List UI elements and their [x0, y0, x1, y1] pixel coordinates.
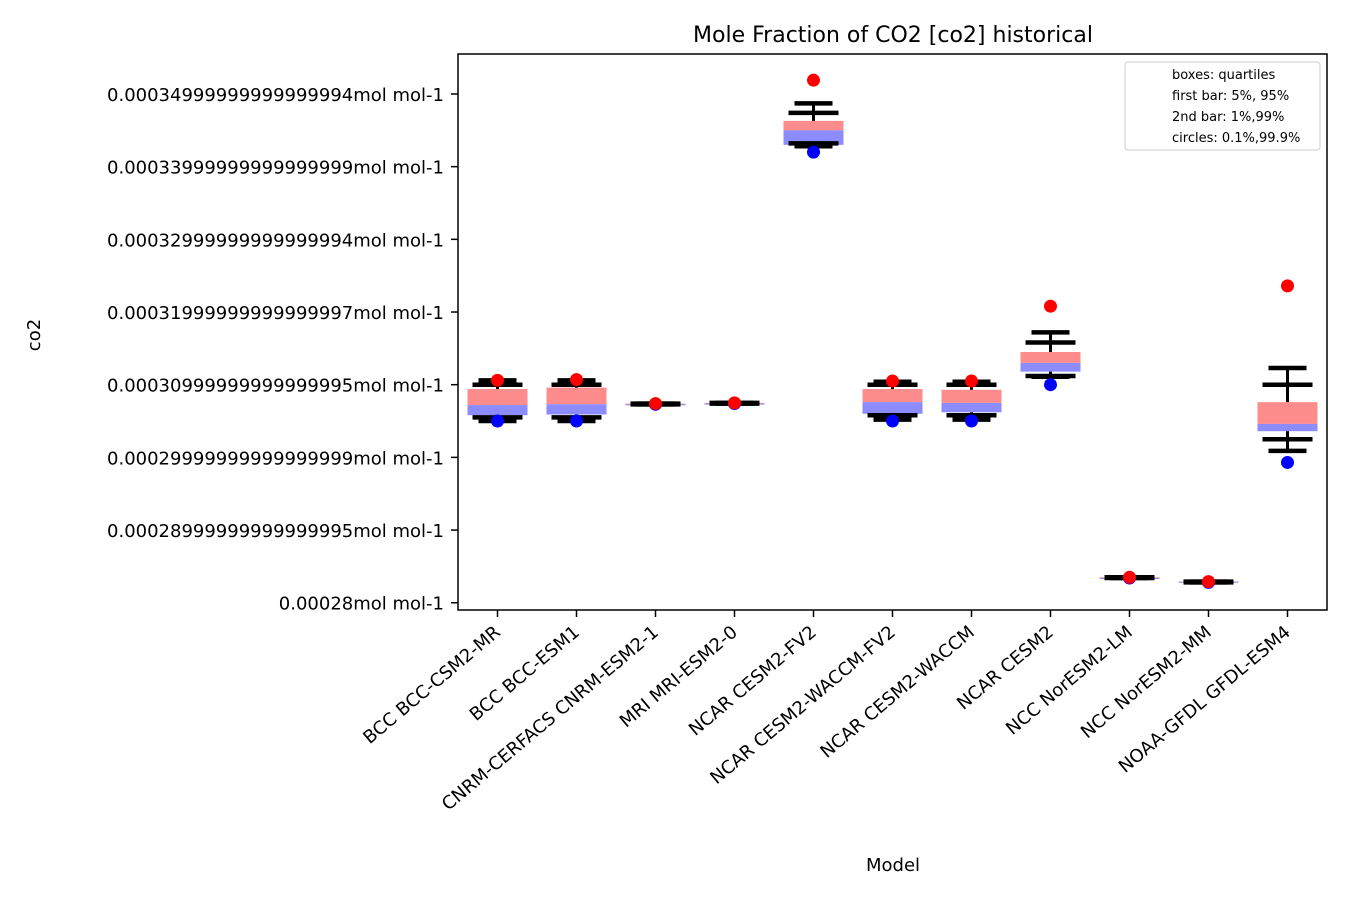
y-tick-label: 0.00034999999999999994mol mol-1 — [107, 85, 444, 106]
y-tick-label: 0.00032999999999999994mol mol-1 — [107, 230, 444, 251]
y-tick-label: 0.00028mol mol-1 — [279, 594, 444, 615]
y-tick-label: 0.00033999999999999999mol mol-1 — [107, 158, 444, 179]
y-tick-label: 0.00030999999999999995mol mol-1 — [107, 376, 444, 397]
box-upper-half — [1257, 402, 1318, 424]
plot-frame — [457, 53, 1328, 611]
circle-99-9 — [1281, 279, 1294, 293]
circle-0-1 — [965, 414, 978, 428]
circle-0-1 — [1044, 378, 1057, 392]
legend: boxes: quartiles first bar: 5%, 95% 2nd … — [1124, 61, 1321, 151]
box-upper-half — [1020, 351, 1081, 363]
circle-99-9 — [491, 373, 504, 387]
legend-entry: 2nd bar: 1%,99% — [1172, 110, 1284, 125]
legend-entry: boxes: quartiles — [1172, 68, 1276, 83]
circle-99-9 — [965, 374, 978, 388]
circle-0-1 — [570, 414, 583, 428]
legend-entry: first bar: 5%, 95% — [1172, 89, 1289, 104]
box-lower-half — [1020, 362, 1081, 372]
box-upper-half — [546, 387, 607, 405]
circle-0-1 — [886, 414, 899, 428]
circle-0-1 — [807, 145, 820, 159]
circle-99-9 — [1044, 299, 1057, 313]
box-upper-half — [862, 389, 923, 403]
circle-99-9 — [807, 73, 820, 87]
box-upper-half — [783, 120, 844, 131]
y-tick-label: 0.00031999999999999997mol mol-1 — [107, 303, 444, 324]
legend-entry: circles: 0.1%,99.9% — [1172, 131, 1300, 146]
box-upper-half — [941, 389, 1002, 403]
box-lower-half — [862, 402, 923, 414]
box-lower-half — [1257, 423, 1318, 432]
chart-title: Mole Fraction of CO2 [co2] historical — [693, 23, 1093, 48]
circle-0-1 — [491, 414, 504, 428]
circle-99-9 — [649, 397, 662, 411]
circle-99-9 — [1123, 570, 1136, 584]
box-lower-half — [941, 402, 1002, 413]
box-upper-half — [467, 389, 528, 406]
circle-99-9 — [886, 374, 899, 388]
legend-frame — [1124, 61, 1321, 151]
y-tick-label: 0.00029999999999999999mol mol-1 — [107, 448, 444, 469]
circle-0-1 — [1281, 455, 1294, 469]
y-tick-label: 0.00028999999999999995mol mol-1 — [107, 521, 444, 542]
box-lower-half — [546, 404, 607, 415]
y-axis-label: co2 — [24, 319, 45, 351]
box-lower-half — [467, 405, 528, 416]
circle-99-9 — [1202, 575, 1215, 589]
x-axis-label: Model — [866, 855, 920, 876]
circle-99-9 — [728, 396, 741, 410]
circle-99-9 — [570, 373, 583, 387]
